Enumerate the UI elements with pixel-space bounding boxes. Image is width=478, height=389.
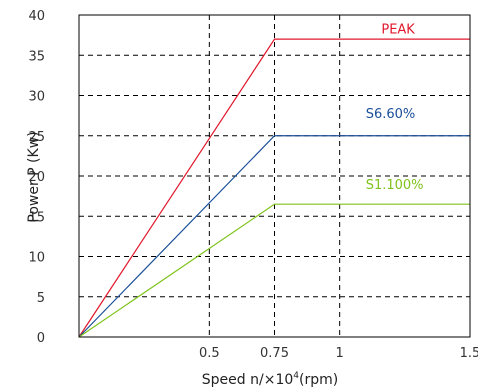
x-axis-title-superscript: 4 <box>293 371 299 381</box>
x-axis-title-main: Speed n/×10 <box>202 372 293 388</box>
y-tick-label: 0 <box>37 331 45 346</box>
series-lines <box>78 38 470 338</box>
grid-lines <box>79 15 470 337</box>
series-labels: PEAK S6.60% S1.100% <box>366 23 424 193</box>
y-axis-title: Power P (Kw) <box>26 131 42 222</box>
series-line-s6-60 <box>78 135 470 338</box>
series-label-s1-100: S1.100% <box>366 178 424 193</box>
series-line-peak <box>78 38 470 338</box>
y-tick-label: 25 <box>28 130 45 145</box>
y-tick-label: 35 <box>28 49 45 64</box>
y-tick-label: 15 <box>28 210 45 225</box>
x-axis-title: Speed n/×104(rpm) <box>202 371 338 388</box>
plot-frame <box>78 14 471 338</box>
x-tick-label: 1 <box>336 346 344 361</box>
x-tick-label: 1.5 <box>460 346 478 361</box>
y-tick-label: 30 <box>28 90 45 105</box>
series-line-s1-100 <box>78 203 470 338</box>
y-tick-label: 20 <box>28 170 45 185</box>
y-tick-label: 10 <box>28 251 45 266</box>
x-tick-label: 0.5 <box>199 346 220 361</box>
tick-labels: 0 5 10 15 20 25 30 35 40 0.5 0.75 1 1.5 <box>28 9 478 361</box>
y-tick-label: 5 <box>37 291 45 306</box>
x-axis-title-unit: (rpm) <box>299 372 338 388</box>
series-label-peak: PEAK <box>381 23 415 38</box>
series-label-s6-60: S6.60% <box>366 107 416 122</box>
x-tick-label: 0.75 <box>260 346 289 361</box>
y-tick-label: 40 <box>28 9 45 24</box>
